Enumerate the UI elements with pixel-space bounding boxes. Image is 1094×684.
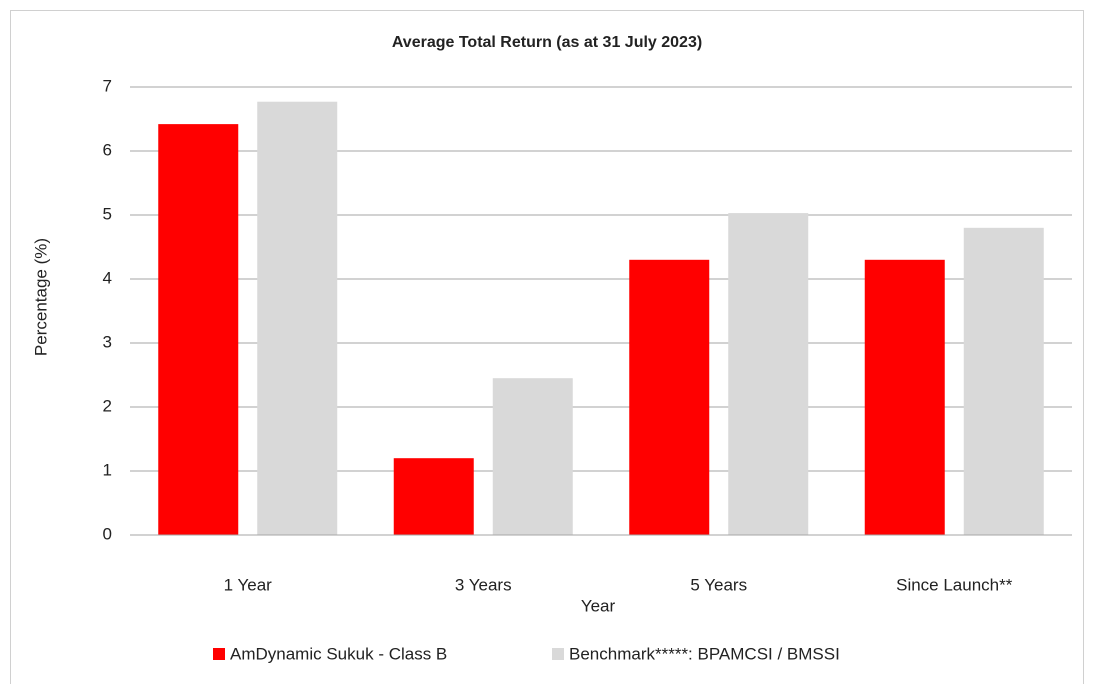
y-tick-label: 6 <box>103 140 112 159</box>
x-tick-label: Since Launch** <box>896 575 1013 594</box>
y-tick-label: 4 <box>103 268 112 287</box>
bar <box>158 124 239 536</box>
bar <box>963 227 1044 536</box>
y-tick-label: 1 <box>103 460 112 479</box>
y-axis-title: Percentage (%) <box>31 238 50 356</box>
bar <box>257 101 338 535</box>
x-tick-label: 1 Year <box>224 575 273 594</box>
legend-label: AmDynamic Sukuk - Class B <box>230 644 447 663</box>
legend-swatch <box>552 648 564 660</box>
legend-swatch <box>213 648 225 660</box>
bar <box>492 378 573 535</box>
bar <box>864 259 945 535</box>
y-tick-label: 0 <box>103 524 112 543</box>
y-tick-label: 3 <box>103 332 112 351</box>
y-tick-label: 7 <box>103 76 112 95</box>
bar <box>393 458 474 535</box>
x-axis-title: Year <box>581 596 616 615</box>
legend-label: Benchmark*****: BPAMCSI / BMSSI <box>569 644 840 663</box>
x-tick-label: 3 Years <box>455 575 512 594</box>
x-tick-label: 5 Years <box>690 575 747 594</box>
bar <box>629 259 710 535</box>
y-tick-label: 2 <box>103 396 112 415</box>
bar <box>728 213 809 535</box>
y-tick-label: 5 <box>103 204 112 223</box>
chart-title: Average Total Return (as at 31 July 2023… <box>392 34 702 51</box>
